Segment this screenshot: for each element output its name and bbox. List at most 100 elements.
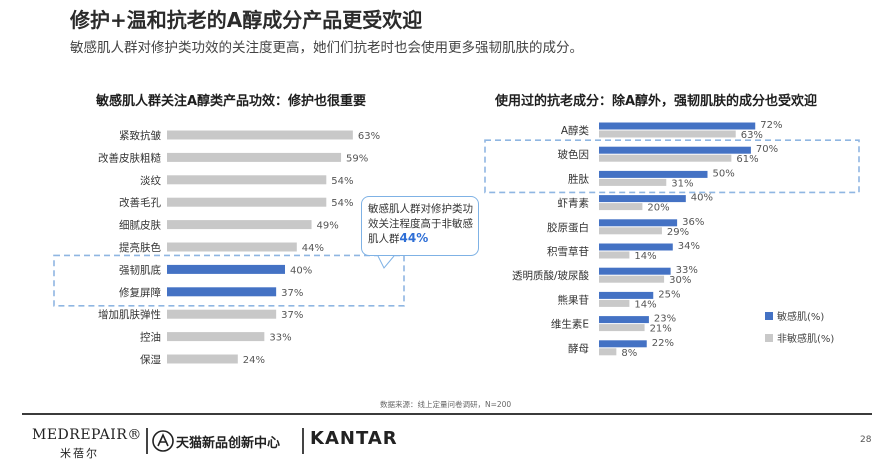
right-bar-sensitive <box>599 146 751 154</box>
left-category-label: 保湿 <box>140 353 161 366</box>
left-value-label: 37% <box>281 288 303 299</box>
left-bar <box>167 197 327 207</box>
left-value-label: 54% <box>331 176 353 187</box>
left-bar <box>167 130 353 140</box>
left-bar <box>167 354 238 364</box>
right-bar-nonsensitive <box>599 203 643 211</box>
medrepair-logo-cn: 米蓓尔 <box>60 447 99 460</box>
right-bar-sensitive <box>599 316 649 324</box>
right-value-sensitive: 72% <box>760 120 782 131</box>
right-value-nonsensitive: 8% <box>621 348 637 359</box>
page-title: 修护+温和抗老的A醇成分产品更受欢迎 <box>70 8 423 32</box>
right-category-label: 维生素E <box>551 318 589 331</box>
left-value-label: 59% <box>346 153 368 164</box>
callout-text: 敏感肌人群对修护类功效关注程度高于非敏感肌人群 <box>368 203 473 245</box>
left-value-label: 44% <box>302 243 324 254</box>
right-bar-nonsensitive <box>599 348 617 356</box>
right-value-nonsensitive: 31% <box>671 178 693 189</box>
right-bar-sensitive <box>599 170 708 178</box>
left-bar <box>167 242 297 252</box>
page-number: 28 <box>860 435 872 445</box>
medrepair-logo: MEDREPAIR® <box>32 427 142 443</box>
source-note: 数据来源：线上定量问卷调研，N=200 <box>380 400 512 409</box>
left-value-label: 37% <box>281 310 303 321</box>
right-bar-nonsensitive <box>599 299 630 307</box>
left-category-label: 紧致抗皱 <box>119 129 161 142</box>
right-category-label: 透明质酸/玻尿酸 <box>512 269 590 282</box>
left-bar <box>167 220 312 230</box>
left-value-label: 40% <box>290 265 312 276</box>
page-subtitle: 敏感肌人群对修护类功效的关注度更高，她们们抗老时也会使用更多强韧肌肤的成分。 <box>70 40 583 56</box>
left-bar <box>167 309 277 319</box>
right-category-label: 熊果苷 <box>558 293 590 306</box>
left-category-label: 改善毛孔 <box>119 196 161 209</box>
right-value-sensitive: 70% <box>756 144 778 155</box>
left-category-label: 增加肌肤弹性 <box>98 308 161 321</box>
right-chart-title: 使用过的抗老成分：除A醇外，强韧肌肤的成分也受欢迎 <box>494 93 817 109</box>
right-bar-nonsensitive <box>599 251 630 259</box>
right-value-sensitive: 23% <box>654 314 676 325</box>
left-category-label: 修复屏障 <box>119 286 161 299</box>
right-bar-sensitive <box>599 291 654 299</box>
left-value-label: 54% <box>331 198 353 209</box>
right-category-label: 胶原蛋白 <box>547 221 589 234</box>
right-bar-nonsensitive <box>599 154 732 162</box>
kantar-logo: KANTAR <box>310 428 398 449</box>
right-value-nonsensitive: 14% <box>634 299 656 310</box>
left-bar <box>167 287 277 297</box>
left-category-label: 淡纹 <box>140 174 161 187</box>
tmall-icon <box>152 430 174 452</box>
right-value-sensitive: 50% <box>713 168 735 179</box>
footer-separator <box>302 428 304 454</box>
legend-swatch-sensitive <box>765 312 773 320</box>
right-value-sensitive: 36% <box>682 217 704 228</box>
left-category-label: 控油 <box>140 331 161 344</box>
callout-value: 44% <box>399 231 429 245</box>
right-value-sensitive: 40% <box>691 193 713 204</box>
right-category-label: 虾青素 <box>558 197 590 210</box>
callout-box: 敏感肌人群对修护类功效关注程度高于非敏感肌人群44% <box>361 196 479 256</box>
right-value-nonsensitive: 29% <box>667 227 689 238</box>
legend-swatch-nonsensitive <box>765 334 773 342</box>
right-bar-nonsensitive <box>599 130 736 138</box>
right-value-nonsensitive: 63% <box>741 130 763 141</box>
left-category-label: 改善皮肤粗糙 <box>98 151 161 164</box>
right-category-label: 玻色因 <box>558 148 590 161</box>
right-value-nonsensitive: 61% <box>736 154 758 165</box>
right-bar-sensitive <box>599 340 647 348</box>
right-bar-nonsensitive <box>599 227 662 235</box>
right-bar-sensitive <box>599 219 678 227</box>
left-value-label: 63% <box>358 131 380 142</box>
right-value-nonsensitive: 21% <box>650 324 672 335</box>
right-bar-sensitive <box>599 243 673 251</box>
right-bar-nonsensitive <box>599 178 667 186</box>
right-value-nonsensitive: 14% <box>634 251 656 262</box>
callout-pointer <box>377 255 395 269</box>
right-value-sensitive: 34% <box>678 241 700 252</box>
legend-label-sensitive: 敏感肌(%) <box>777 310 824 323</box>
right-category-label: 胜肽 <box>568 172 589 185</box>
left-value-label: 33% <box>269 333 291 344</box>
left-category-label: 强韧肌底 <box>119 263 161 276</box>
right-value-sensitive: 22% <box>652 338 674 349</box>
right-value-nonsensitive: 20% <box>647 203 669 214</box>
right-bar-sensitive <box>599 195 686 203</box>
right-bar-sensitive <box>599 122 756 130</box>
right-value-nonsensitive: 30% <box>669 275 691 286</box>
right-category-label: 酵母 <box>568 343 589 355</box>
left-value-label: 49% <box>317 221 339 232</box>
right-category-label: 积雪草苷 <box>547 245 589 258</box>
right-category-label: A醇类 <box>561 124 590 137</box>
left-chart-title: 敏感肌人群关注A醇类产品功效：修护也很重要 <box>95 93 366 109</box>
footer-separator <box>146 428 148 454</box>
left-value-label: 24% <box>243 355 265 366</box>
left-bar <box>167 332 265 342</box>
left-category-label: 细腻皮肤 <box>119 219 161 232</box>
legend-label-nonsensitive: 非敏感肌(%) <box>777 332 834 345</box>
right-value-sensitive: 33% <box>676 265 698 276</box>
footer-divider <box>22 413 872 415</box>
right-bar-nonsensitive <box>599 275 665 283</box>
right-bar-sensitive <box>599 267 671 275</box>
left-highlight-box <box>53 254 405 307</box>
